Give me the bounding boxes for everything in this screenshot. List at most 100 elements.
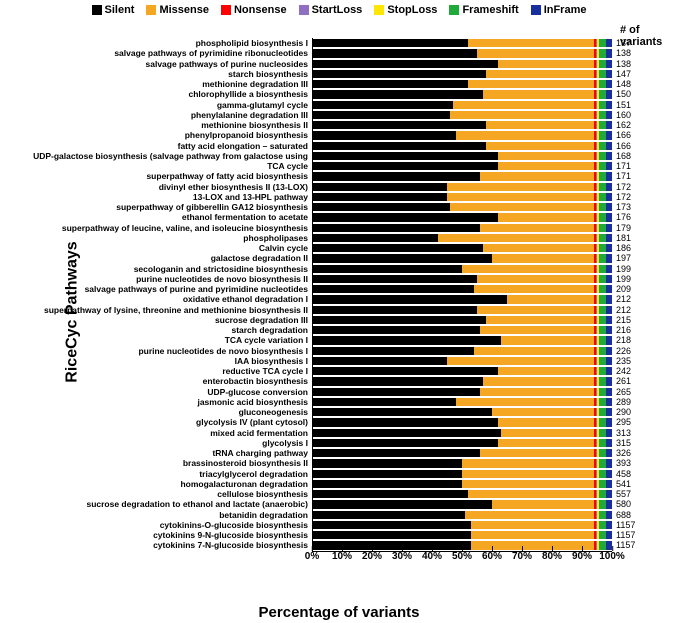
x-tick: 80%: [542, 551, 562, 562]
bar-segment: [312, 439, 498, 447]
bar-segment: [486, 316, 594, 324]
bar-segment: [606, 285, 612, 293]
legend-label: Missense: [159, 4, 209, 16]
row-label: jasmonic acid biosynthesis: [197, 397, 308, 407]
row-label: cytokinins-O-glucoside biosynthesis: [160, 520, 308, 530]
bar-segment: [606, 131, 612, 139]
bar-segment: [312, 429, 501, 437]
bar-segment: [606, 183, 612, 191]
bar-segment: [606, 306, 612, 314]
row-label: IAA biosynthesis I: [235, 356, 308, 366]
bar-segment: [462, 459, 594, 467]
bar-segment: [312, 541, 471, 549]
bar-segment: [606, 439, 612, 447]
bar-segment: [599, 480, 607, 488]
bar-segment: [599, 357, 607, 365]
bar-segment: [606, 336, 612, 344]
row-count: 160: [616, 110, 631, 120]
bar-segment: [599, 326, 607, 334]
stacked-bar: [312, 388, 612, 396]
bar-segment: [606, 39, 612, 47]
row-count: 179: [616, 223, 631, 233]
bar-segment: [498, 367, 594, 375]
bar-segment: [480, 449, 594, 457]
row-count: 215: [616, 315, 631, 325]
legend-item: Frameshift: [449, 4, 518, 16]
row-label: UDP-glucose conversion: [207, 387, 308, 397]
legend-item: StartLoss: [299, 4, 363, 16]
row-count: 235: [616, 356, 631, 366]
row-count: 172: [616, 182, 631, 192]
bar-segment: [606, 357, 612, 365]
row-count: 688: [616, 510, 631, 520]
row-count: 541: [616, 479, 631, 489]
bar-segment: [312, 224, 480, 232]
stacked-bar: [312, 193, 612, 201]
bar-row: betanidin degradation688: [312, 510, 612, 520]
bar-segment: [498, 60, 594, 68]
bar-segment: [606, 265, 612, 273]
bar-segment: [474, 285, 594, 293]
bar-segment: [462, 265, 594, 273]
bar-segment: [498, 162, 594, 170]
bar-row: 13-LOX and 13-HPL pathway172: [312, 192, 612, 202]
row-count: 173: [616, 202, 631, 212]
row-label: superpathway of fatty acid biosynthesis: [146, 171, 308, 181]
bar-segment: [606, 254, 612, 262]
x-tick: 10%: [332, 551, 352, 562]
bar-segment: [599, 39, 607, 47]
x-tick: 100%: [599, 551, 625, 562]
bar-segment: [447, 183, 594, 191]
row-label: secologanin and strictosidine biosynthes…: [134, 264, 308, 274]
bar-row: tRNA charging pathway326: [312, 448, 612, 458]
bar-segment: [492, 254, 594, 262]
x-tick: 50%: [452, 551, 472, 562]
bar-segment: [312, 183, 447, 191]
legend-swatch: [221, 5, 231, 15]
bar-segment: [312, 418, 498, 426]
bar-row: TCA cycle variation I218: [312, 335, 612, 345]
bar-segment: [606, 511, 612, 519]
row-count: 176: [616, 212, 631, 222]
stacked-bar: [312, 326, 612, 334]
x-axis-label: Percentage of variants: [0, 604, 678, 621]
bar-segment: [606, 500, 612, 508]
bar-segment: [312, 142, 486, 150]
stacked-bar: [312, 336, 612, 344]
row-count: 186: [616, 243, 631, 253]
bar-segment: [471, 531, 594, 539]
stacked-bar: [312, 418, 612, 426]
row-count: 1157: [616, 540, 635, 550]
row-label: starch degradation: [231, 325, 308, 335]
bar-segment: [312, 490, 468, 498]
bar-segment: [498, 418, 594, 426]
bar-segment: [486, 70, 594, 78]
row-count: 313: [616, 428, 631, 438]
bar-segment: [312, 131, 456, 139]
stacked-bar: [312, 511, 612, 519]
bar-segment: [312, 398, 456, 406]
bar-segment: [312, 254, 492, 262]
bar-segment: [465, 511, 594, 519]
stacked-bar: [312, 234, 612, 242]
legend-swatch: [92, 5, 102, 15]
row-count: 209: [616, 284, 631, 294]
bar-segment: [312, 295, 507, 303]
bar-segment: [477, 306, 594, 314]
stacked-bar: [312, 244, 612, 252]
bar-row: phenylpropanoid biosynthesis166: [312, 130, 612, 140]
bar-segment: [447, 357, 594, 365]
bar-segment: [312, 357, 447, 365]
stacked-bar: [312, 439, 612, 447]
bar-row: salvage pathways of purine and pyrimidin…: [312, 284, 612, 294]
bar-segment: [501, 429, 594, 437]
row-label: 13-LOX and 13-HPL pathway: [193, 192, 308, 202]
row-label: salvage pathways of pyrimidine ribonucle…: [114, 48, 308, 58]
bar-segment: [599, 131, 607, 139]
bar-segment: [606, 162, 612, 170]
row-label: cellulose biosynthesis: [217, 489, 308, 499]
bar-row: phospholipases181: [312, 233, 612, 243]
bar-segment: [599, 234, 607, 242]
bar-segment: [606, 408, 612, 416]
row-label: methionine biosynthesis II: [201, 120, 308, 130]
